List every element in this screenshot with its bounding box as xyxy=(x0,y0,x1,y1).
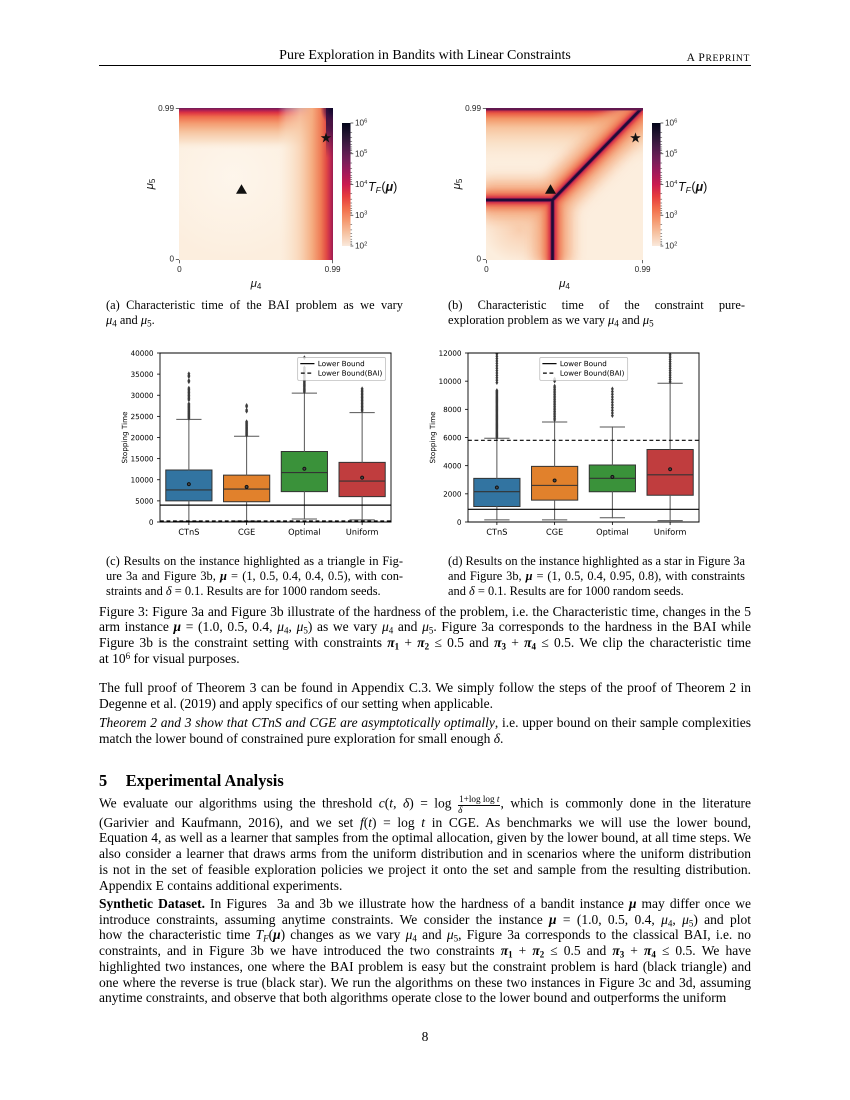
svg-text:0.99: 0.99 xyxy=(158,104,174,113)
svg-text:μ4: μ4 xyxy=(558,278,570,291)
svg-text:104: 104 xyxy=(665,180,678,189)
svg-text:0: 0 xyxy=(177,265,182,274)
svg-text:106: 106 xyxy=(665,118,677,127)
svg-text:μ5: μ5 xyxy=(144,178,157,190)
svg-text:103: 103 xyxy=(355,211,367,220)
svg-text:102: 102 xyxy=(665,241,677,250)
svg-text:0: 0 xyxy=(169,255,174,264)
svg-text:104: 104 xyxy=(355,180,368,189)
svg-text:102: 102 xyxy=(355,241,367,250)
svg-text:105: 105 xyxy=(355,149,367,158)
svg-text:105: 105 xyxy=(665,149,677,158)
svg-text:106: 106 xyxy=(355,118,367,127)
svg-text:0.99: 0.99 xyxy=(325,265,341,274)
svg-text:TF(μ): TF(μ) xyxy=(368,180,397,195)
svg-text:0.99: 0.99 xyxy=(635,265,651,274)
svg-text:TF(μ): TF(μ) xyxy=(678,180,707,195)
svg-text:μ4: μ4 xyxy=(250,278,262,291)
svg-text:0.99: 0.99 xyxy=(465,104,481,113)
svg-text:0: 0 xyxy=(484,265,489,274)
svg-text:0: 0 xyxy=(476,255,481,264)
svg-text:103: 103 xyxy=(665,211,677,220)
svg-text:μ5: μ5 xyxy=(451,178,464,190)
